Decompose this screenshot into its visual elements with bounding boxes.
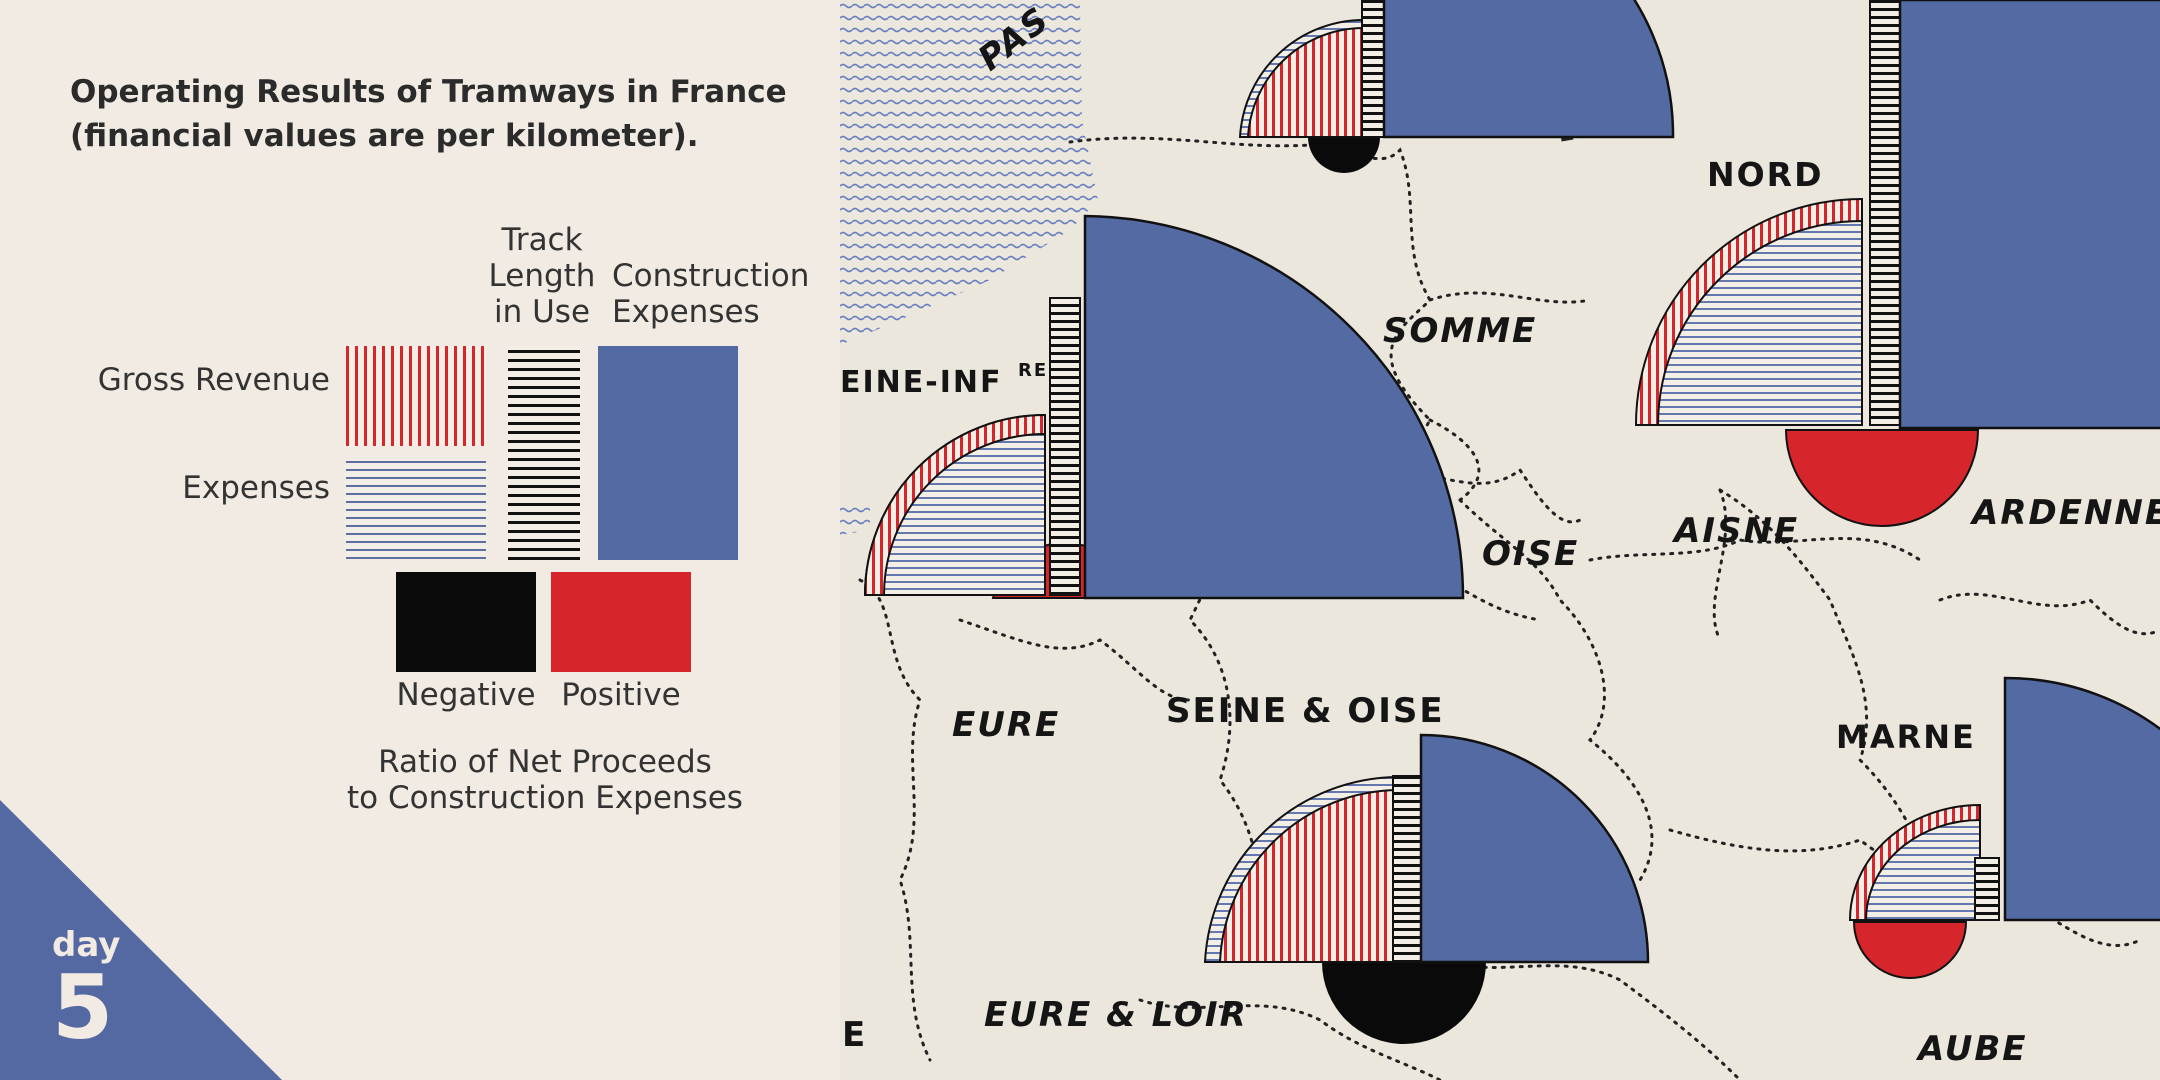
label-seine-inferieure: EINE-INF bbox=[840, 365, 1002, 400]
glyph-seine-inferieure bbox=[863, 214, 1465, 600]
label-oise: OISE bbox=[1482, 534, 1579, 574]
expenses-swatch bbox=[346, 459, 486, 559]
construction-label-line2: Expenses bbox=[612, 294, 760, 330]
label-eure: EURE bbox=[952, 705, 1060, 745]
label-somme: SOMME bbox=[1383, 311, 1537, 351]
track-label-line3: in Use bbox=[493, 294, 591, 330]
ratio-label-line2: to Construction Expenses bbox=[347, 780, 743, 816]
title-line-1: Operating Results of Tramways in France bbox=[70, 74, 787, 110]
legend-panel: Operating Results of Tramways in France … bbox=[0, 0, 840, 1080]
page-title: Operating Results of Tramways in France … bbox=[70, 70, 787, 158]
historical-map: PAS NORD SOMME EINE-INF RE OISE AISNE AR… bbox=[840, 0, 2160, 1080]
glyph-marne bbox=[1848, 676, 2160, 979]
legend-gross-revenue-label: Gross Revenue bbox=[97, 362, 330, 398]
positive-swatch bbox=[551, 572, 691, 672]
label-marne: MARNE bbox=[1836, 718, 1976, 756]
glyph-pas-de-calais bbox=[1238, 0, 1675, 173]
construction-expenses-swatch bbox=[598, 346, 738, 560]
day-badge-word: day bbox=[52, 925, 121, 965]
track-length-swatch bbox=[508, 346, 580, 560]
glyph-nord bbox=[1634, 0, 2160, 527]
day-badge-number: 5 bbox=[52, 956, 114, 1059]
gross-revenue-swatch bbox=[346, 346, 486, 446]
label-seine-inferieure-sup: RE bbox=[1018, 360, 1048, 381]
ratio-label: Ratio of Net Proceeds to Construction Ex… bbox=[330, 744, 760, 816]
label-aube: AUBE bbox=[1915, 1029, 2028, 1069]
legend-track-length-label: Track Length in Use bbox=[486, 222, 598, 330]
glyph-seine-oise bbox=[1203, 733, 1650, 1044]
negative-swatch bbox=[396, 572, 536, 672]
label-edge-e: E bbox=[842, 1015, 867, 1055]
track-label-line1: Track bbox=[501, 222, 583, 258]
sea-area bbox=[840, 0, 1098, 345]
track-label-line2: Length bbox=[488, 258, 596, 294]
label-seine-oise: SEINE & OISE bbox=[1166, 691, 1445, 731]
map-svg: PAS NORD SOMME EINE-INF RE OISE AISNE AR… bbox=[840, 0, 2160, 1080]
positive-label: Positive bbox=[561, 677, 681, 713]
label-nord: NORD bbox=[1707, 155, 1823, 194]
legend-expenses-label: Expenses bbox=[182, 470, 330, 506]
label-ardennes: ARDENNE bbox=[1969, 493, 2160, 533]
negative-label: Negative bbox=[396, 677, 536, 713]
label-eure-loir: EURE & LOIR bbox=[984, 995, 1248, 1035]
title-line-2: (financial values are per kilometer). bbox=[70, 118, 699, 154]
legend-construction-label: Construction Expenses bbox=[612, 258, 809, 330]
ratio-label-line1: Ratio of Net Proceeds bbox=[378, 744, 712, 780]
label-aisne: AISNE bbox=[1671, 511, 1799, 551]
construction-label-line1: Construction bbox=[612, 258, 810, 294]
